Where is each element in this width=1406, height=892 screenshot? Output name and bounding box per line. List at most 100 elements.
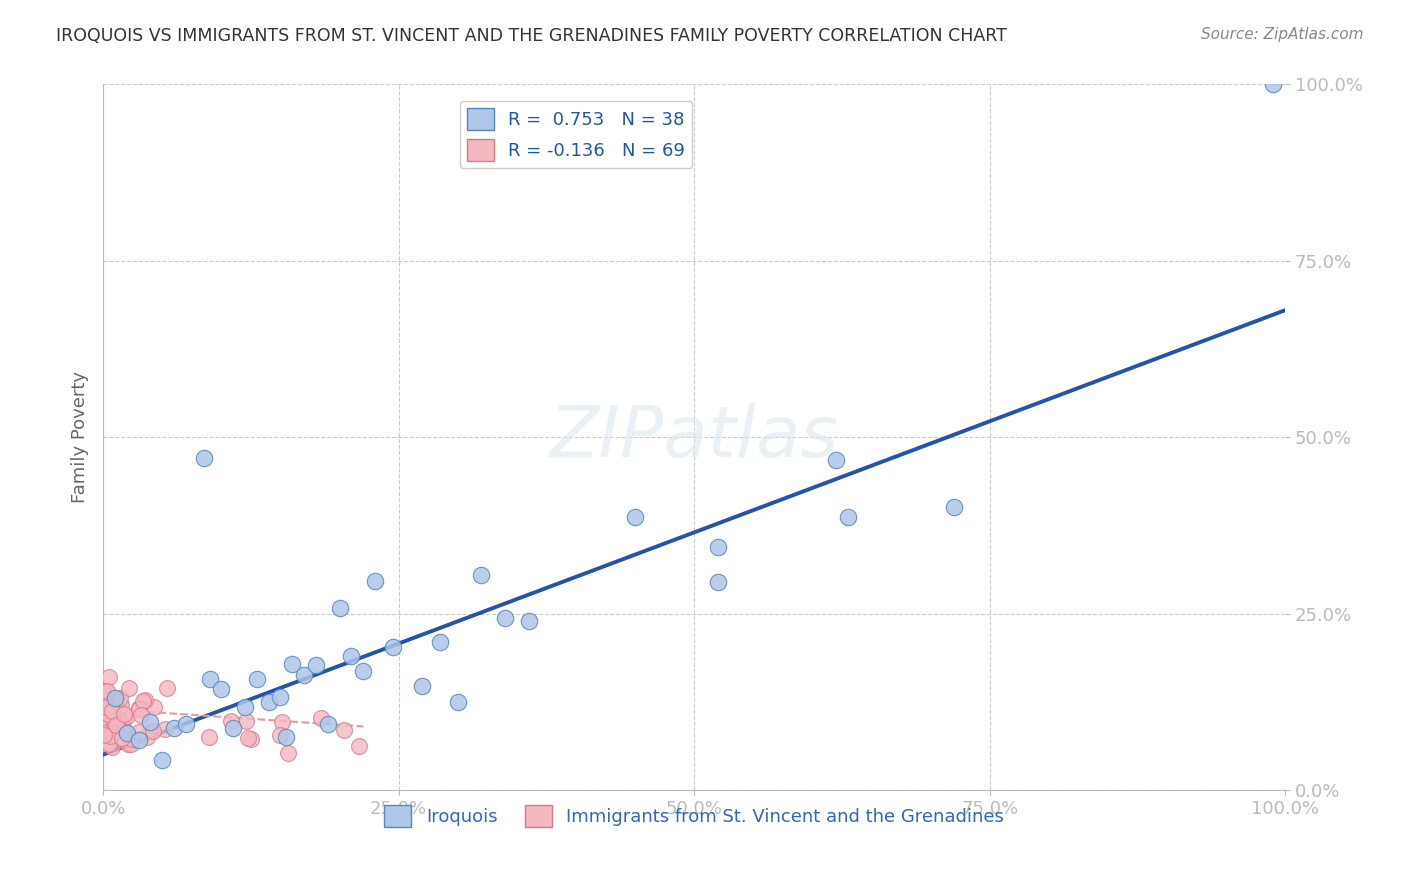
- Point: [235, 714, 257, 729]
- Text: ZIPatlas: ZIPatlas: [550, 402, 838, 472]
- Y-axis label: Family Poverty: Family Poverty: [72, 371, 89, 503]
- Point: [100, 739, 122, 754]
- Point: [174, 716, 197, 731]
- Point: [96, 706, 118, 721]
- Point: [96, 736, 118, 750]
- Point: [112, 708, 135, 723]
- Point: [139, 724, 162, 739]
- Point: [107, 732, 129, 747]
- Point: [198, 672, 221, 686]
- Point: [110, 698, 132, 712]
- Point: [222, 721, 245, 735]
- Point: [108, 711, 131, 725]
- Point: [311, 710, 333, 724]
- Point: [150, 753, 173, 767]
- Point: [333, 723, 356, 737]
- Point: [97, 670, 120, 684]
- Point: [105, 698, 128, 712]
- Point: [111, 720, 134, 734]
- Point: [328, 600, 350, 615]
- Point: [91, 724, 114, 739]
- Point: [121, 732, 143, 747]
- Point: [129, 708, 152, 723]
- Point: [128, 733, 150, 747]
- Point: [236, 731, 259, 746]
- Point: [292, 667, 315, 681]
- Point: [110, 713, 132, 727]
- Point: [470, 568, 492, 582]
- Point: [128, 725, 150, 739]
- Point: [93, 724, 115, 739]
- Point: [825, 453, 848, 467]
- Point: [91, 717, 114, 731]
- Point: [943, 500, 966, 515]
- Point: [246, 672, 269, 686]
- Point: [98, 702, 121, 716]
- Point: [209, 681, 232, 696]
- Point: [98, 705, 121, 719]
- Point: [101, 705, 124, 719]
- Point: [105, 694, 128, 708]
- Point: [115, 726, 138, 740]
- Point: [277, 746, 299, 760]
- Point: [136, 731, 159, 745]
- Point: [131, 694, 153, 708]
- Point: [98, 712, 121, 726]
- Point: [447, 695, 470, 709]
- Point: [114, 710, 136, 724]
- Point: [276, 730, 298, 744]
- Point: [104, 691, 127, 706]
- Point: [707, 540, 730, 554]
- Point: [128, 701, 150, 715]
- Point: [364, 574, 387, 588]
- Point: [97, 738, 120, 752]
- Text: Source: ZipAtlas.com: Source: ZipAtlas.com: [1201, 27, 1364, 42]
- Point: [517, 614, 540, 628]
- Point: [91, 684, 114, 698]
- Point: [93, 710, 115, 724]
- Point: [494, 611, 516, 625]
- Point: [269, 690, 291, 704]
- Point: [429, 635, 451, 649]
- Point: [269, 727, 291, 741]
- Point: [411, 679, 433, 693]
- Point: [156, 681, 179, 696]
- Point: [1263, 78, 1285, 92]
- Point: [316, 717, 339, 731]
- Point: [349, 739, 371, 753]
- Point: [233, 700, 256, 714]
- Point: [707, 574, 730, 589]
- Point: [837, 510, 859, 524]
- Point: [105, 718, 128, 732]
- Point: [98, 729, 121, 743]
- Point: [240, 731, 263, 746]
- Point: [142, 724, 165, 739]
- Point: [128, 702, 150, 716]
- Point: [381, 640, 404, 655]
- Point: [305, 657, 328, 672]
- Point: [134, 693, 156, 707]
- Point: [93, 728, 115, 742]
- Point: [97, 707, 120, 722]
- Point: [96, 683, 118, 698]
- Point: [97, 696, 120, 710]
- Point: [197, 731, 219, 745]
- Text: IROQUOIS VS IMMIGRANTS FROM ST. VINCENT AND THE GRENADINES FAMILY POVERTY CORREL: IROQUOIS VS IMMIGRANTS FROM ST. VINCENT …: [56, 27, 1007, 45]
- Point: [115, 709, 138, 723]
- Point: [107, 713, 129, 727]
- Point: [257, 695, 280, 709]
- Point: [118, 681, 141, 696]
- Point: [103, 713, 125, 727]
- Point: [101, 725, 124, 739]
- Point: [112, 706, 135, 721]
- Point: [624, 509, 647, 524]
- Point: [108, 691, 131, 706]
- Point: [117, 737, 139, 751]
- Point: [96, 699, 118, 714]
- Point: [270, 714, 292, 729]
- Point: [96, 693, 118, 707]
- Point: [163, 721, 186, 735]
- Point: [93, 718, 115, 732]
- Point: [193, 451, 215, 466]
- Point: [111, 731, 134, 746]
